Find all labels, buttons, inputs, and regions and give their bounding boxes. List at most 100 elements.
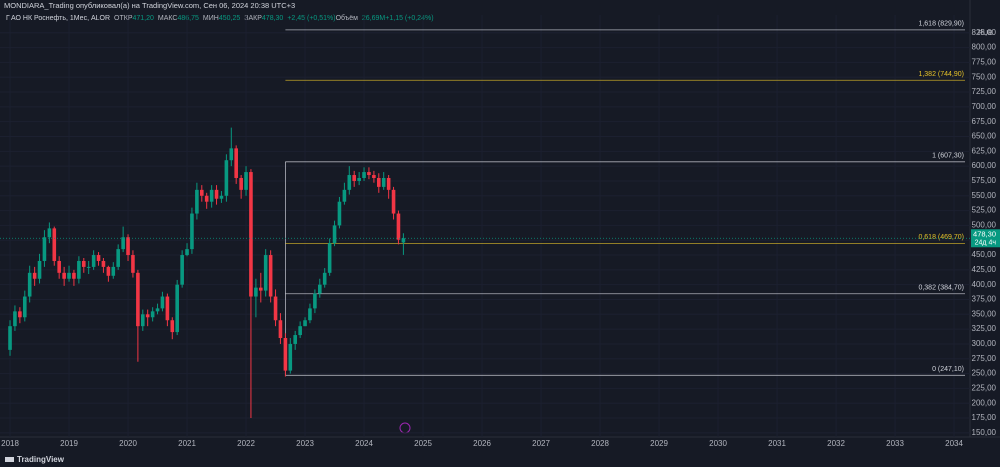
y-tick-label: 200,00 (972, 398, 997, 407)
fib-label: 1,618 (829,90) (918, 21, 964, 28)
candle-body (86, 266, 91, 268)
candle-body (180, 255, 184, 285)
y-tick-label: 575,00 (972, 176, 997, 185)
legend-item: ПАО НК Роснефть, 1Мес, ALOR (6, 15, 110, 22)
y-tick-label: 150,00 (972, 428, 997, 437)
x-tick-label: 2030 (709, 439, 727, 448)
x-tick-label: 2032 (827, 439, 845, 448)
legend-item: +1,15 (+0,24%) (385, 15, 433, 22)
y-tick-label: 325,00 (972, 324, 997, 333)
candle-body (357, 177, 361, 181)
currency: RUB (978, 30, 993, 37)
candle-body (347, 175, 352, 190)
candle-body (67, 272, 71, 279)
fib-label: 0,618 (469,70) (918, 234, 964, 241)
y-tick-label: 650,00 (972, 132, 997, 141)
countdown-label: 24д 4ч (975, 240, 997, 247)
candle-body (96, 255, 101, 261)
candle-body (224, 160, 229, 196)
candle-body (72, 272, 76, 279)
candle-body (42, 237, 47, 261)
candle-body (204, 195, 209, 202)
candle-body (116, 249, 120, 267)
y-tick-label: 675,00 (972, 117, 997, 126)
y-tick-label: 750,00 (972, 72, 997, 81)
fib-label: 0 (247,10) (932, 366, 964, 373)
candle-body (263, 255, 268, 291)
candle-body (239, 177, 243, 190)
candle-body (126, 237, 130, 256)
candle-body (313, 293, 317, 309)
candle-body (283, 338, 288, 371)
fib-label: 1,382 (744,90) (918, 71, 964, 78)
fib-label: 0,382 (384,70) (918, 285, 964, 292)
candle-body (185, 249, 189, 256)
candle-body (111, 266, 116, 276)
legend-item: Объём (336, 14, 358, 22)
x-tick-label: 2031 (768, 439, 786, 448)
candle-body (18, 311, 22, 318)
y-tick-label: 275,00 (972, 354, 997, 363)
candle-body (131, 255, 135, 273)
candle-body (219, 195, 224, 199)
x-tick-label: 2027 (532, 439, 550, 448)
y-tick-label: 825,00 (972, 28, 997, 37)
y-tick-label: 550,00 (972, 191, 997, 200)
legend-item: +2,45 (+0,51%) (287, 15, 335, 22)
candle-body (101, 260, 106, 267)
candle-body (136, 272, 140, 327)
candle-body (175, 284, 179, 333)
candle-body (376, 177, 381, 187)
candle-body (145, 314, 150, 318)
legend-item: МАКС (158, 15, 178, 22)
candle-body (234, 148, 238, 178)
candle-body (332, 225, 337, 244)
legend-item: МИН (203, 15, 219, 22)
candle-body (396, 213, 401, 240)
candle-body (121, 237, 125, 250)
candle-body (391, 189, 396, 214)
fib-label: 1 (607,30) (932, 153, 964, 160)
y-tick-label: 400,00 (972, 280, 997, 289)
candle-body (91, 255, 96, 267)
candle-body (288, 343, 293, 371)
legend-item: 471,20 (133, 15, 155, 22)
legend-item: 478,30 (262, 15, 284, 22)
x-tick-label: 2018 (1, 439, 19, 448)
x-tick-label: 2026 (473, 439, 491, 448)
candle-body (140, 314, 145, 327)
y-tick-label: 250,00 (972, 369, 997, 378)
candle-body (229, 148, 234, 161)
candle-body (52, 228, 57, 261)
y-tick-label: 500,00 (972, 221, 997, 230)
candle-body (362, 172, 366, 178)
legend-item: 450,25 (219, 15, 241, 22)
candle-body (150, 311, 155, 318)
x-tick-label: 2020 (119, 439, 137, 448)
y-tick-label: 375,00 (972, 295, 997, 304)
candle-body (303, 320, 307, 327)
y-tick-label: 300,00 (972, 339, 997, 348)
candle-body (170, 320, 175, 333)
candle-body (209, 189, 214, 202)
candle-body (342, 189, 347, 202)
symbol-legend: ПАО НК Роснефть, 1Мес, ALOR ОТКР471,20 МАК… (6, 14, 434, 22)
legend-item: ОТКР (114, 15, 133, 22)
y-tick-label: 725,00 (972, 87, 997, 96)
y-tick-label: 225,00 (972, 384, 997, 393)
candle-body (190, 213, 194, 250)
candle-body (401, 238, 406, 243)
candle-body (81, 260, 86, 267)
y-tick-label: 425,00 (972, 265, 997, 274)
candle-body (155, 308, 160, 312)
candle-body (308, 308, 312, 321)
y-tick-label: 775,00 (972, 58, 997, 67)
candle-body (381, 177, 386, 187)
y-tick-label: 175,00 (972, 413, 997, 422)
candle-body (37, 260, 42, 279)
candle-body (367, 172, 371, 176)
candle-body (254, 287, 258, 297)
legend-item: ЗАКР (244, 15, 262, 22)
y-tick-label: 700,00 (972, 102, 997, 111)
